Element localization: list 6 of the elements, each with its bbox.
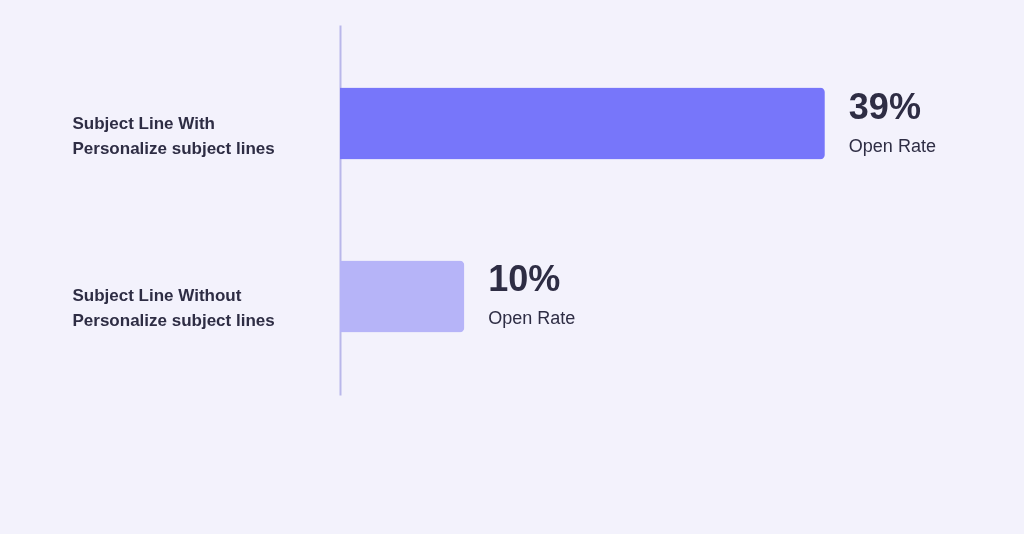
annotation: Open Rate bbox=[848, 135, 936, 156]
y-tick-label: Subject Line Without Personalize subject lines bbox=[72, 286, 275, 331]
data-label: 10% bbox=[488, 258, 561, 300]
annotation: Open Rate bbox=[488, 308, 576, 329]
y-tick-label: Subject Line With Personalize subject lines bbox=[72, 113, 275, 158]
data-label: 39% bbox=[848, 85, 921, 127]
